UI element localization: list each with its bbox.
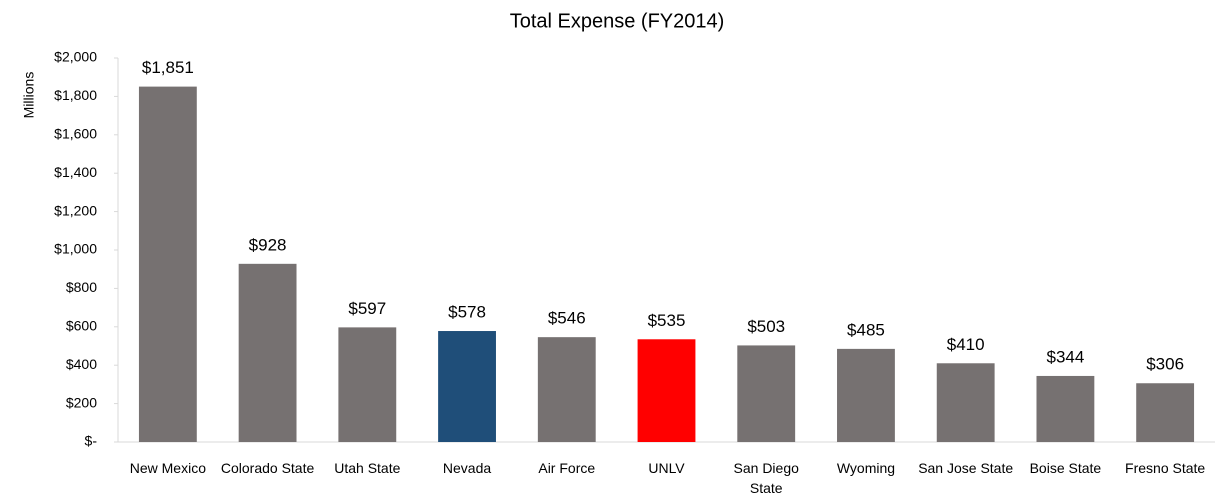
y-tick-label: $1,600 (54, 126, 97, 142)
x-tick-label: Nevada (442, 460, 492, 476)
x-tick-label: UNLV (648, 460, 685, 476)
y-tick-label: $800 (66, 279, 97, 295)
y-tick-label: $1,000 (54, 241, 97, 257)
value-label: $410 (947, 335, 985, 354)
value-label: $1,851 (142, 58, 194, 77)
x-tick-label: San Jose State (918, 460, 1014, 476)
bar (138, 86, 197, 442)
bar (936, 363, 995, 442)
value-label: $578 (448, 303, 486, 322)
y-axis-label: Millions (21, 72, 37, 119)
bar (238, 263, 297, 442)
bar (837, 348, 895, 442)
bar (637, 339, 696, 442)
y-tick-label: $400 (66, 356, 97, 372)
value-label: $485 (847, 320, 885, 339)
x-tick-label: Utah State (334, 460, 401, 476)
bar (537, 337, 596, 442)
value-label: $928 (249, 235, 287, 254)
bar (1136, 383, 1195, 442)
y-tick-label: $1,200 (54, 202, 97, 218)
y-tick-label: $1,400 (54, 164, 97, 180)
value-label: $546 (548, 309, 586, 328)
x-tick-label: New Mexico (129, 460, 206, 476)
x-tick-label: Wyoming (836, 460, 896, 476)
y-tick-label: $- (85, 433, 98, 449)
value-label: $535 (648, 311, 686, 330)
value-label: $306 (1146, 355, 1184, 374)
bar (338, 327, 397, 442)
bar (1036, 375, 1095, 442)
y-tick-label: $1,800 (54, 87, 97, 103)
value-label: $597 (348, 299, 386, 318)
y-tick-label: $2,000 (54, 49, 97, 65)
y-tick-label: $200 (66, 394, 97, 410)
value-label: $344 (1046, 347, 1084, 366)
x-tick-label: San Diego State (733, 460, 799, 493)
value-label: $503 (747, 317, 785, 336)
bar (737, 345, 796, 442)
x-tick-label: Fresno State (1125, 460, 1206, 476)
x-tick-label: Boise State (1029, 460, 1102, 476)
x-tick-label: Air Force (538, 460, 596, 476)
bar (438, 331, 496, 442)
y-tick-label: $600 (66, 318, 97, 334)
x-tick-label: Colorado State (220, 460, 315, 476)
chart-title: Total Expense (FY2014) (510, 10, 725, 32)
